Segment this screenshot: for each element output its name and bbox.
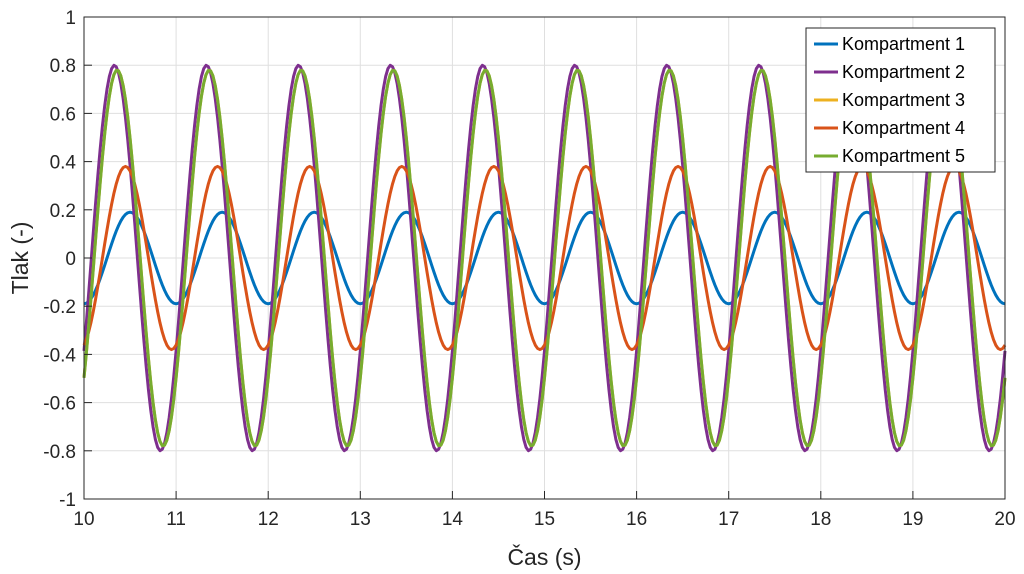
y-tick-label: 0 [65, 249, 76, 270]
x-tick-label: 18 [810, 509, 831, 530]
y-tick-label: 0.6 [50, 104, 76, 125]
x-tick-label: 13 [350, 509, 371, 530]
y-axis-label: Tlak (-) [7, 222, 33, 295]
x-tick-label: 15 [534, 509, 555, 530]
y-tick-label: 0.2 [50, 201, 76, 222]
y-tick-label: -0.8 [43, 442, 76, 463]
legend: Kompartment 1 Kompartment 2 Kompartment 3 K… [805, 27, 996, 173]
x-tick-label: 17 [718, 509, 739, 530]
y-tick-label: -1 [59, 490, 76, 511]
x-tick-label: 20 [994, 509, 1015, 530]
y-axis-ticks: -1 -0.8 -0.6 -0.4 -0.2 0 0.2 0.4 0.6 0.8 1 [43, 8, 92, 511]
y-tick-label: 0.4 [50, 153, 77, 174]
y-tick-label: 1 [65, 8, 76, 29]
series-line-4 [82, 164, 1007, 352]
y-tick-label: 0.8 [50, 56, 76, 77]
legend-entry: Kompartment 4 [842, 118, 965, 138]
x-tick-label: 10 [73, 509, 94, 530]
legend-entry: Kompartment 5 [842, 146, 965, 166]
legend-entry: Kompartment 1 [842, 34, 965, 54]
y-tick-label: -0.2 [43, 297, 76, 318]
x-tick-label: 14 [442, 509, 464, 530]
x-tick-label: 11 [166, 509, 186, 530]
x-axis-ticks: 10 11 12 13 14 15 16 17 18 19 20 [73, 491, 1016, 530]
x-tick-label: 16 [626, 509, 647, 530]
legend-entry: Kompartment 3 [842, 90, 965, 110]
legend-entry: Kompartment 2 [842, 62, 965, 82]
y-tick-label: -0.4 [43, 345, 76, 366]
x-axis-label: Čas (s) [507, 543, 581, 570]
y-tick-label: -0.6 [43, 394, 76, 415]
x-tick-label: 19 [902, 509, 923, 530]
x-tick-label: 12 [258, 509, 279, 530]
